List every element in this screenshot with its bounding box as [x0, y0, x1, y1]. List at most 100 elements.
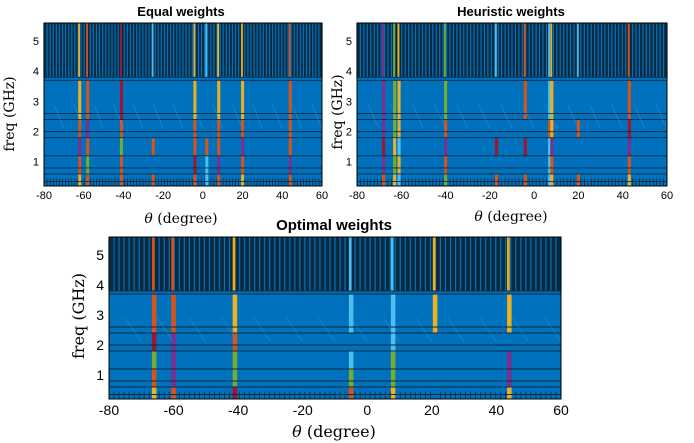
heatmap-stripe-cell	[548, 137, 552, 156]
heatmap-stripe-cell	[382, 137, 386, 156]
heatmap-stripe-upper	[205, 23, 208, 78]
texture-line	[272, 104, 283, 129]
x-tick-label: 20	[236, 190, 248, 202]
heatmap-stripe-cell	[523, 137, 527, 156]
heatmap-stripe-cell	[390, 294, 396, 333]
y-axis-label-equal: freq (GHz)	[2, 76, 18, 151]
texture-line	[389, 104, 402, 129]
heatmap-stripe-upper	[193, 23, 196, 78]
x-tick-label: 0	[531, 190, 537, 202]
heatmap-stripe-cell	[288, 173, 292, 186]
heatmap-stripe-cell	[444, 80, 448, 120]
plot-frame	[43, 22, 323, 187]
ticks-heuristic: -80 -60 -40 -20 0 20 40 60 1 2 3 4 5	[346, 36, 673, 202]
heatmap-stripe-cell	[151, 333, 157, 351]
texture-line	[318, 317, 336, 343]
heatmap-stripe-cell	[217, 173, 221, 186]
texture-line	[157, 317, 174, 343]
heatmap-stripe-cell	[119, 137, 123, 156]
heatmap-stripe-cell	[241, 137, 245, 156]
heatmap-stripe-cell	[171, 369, 176, 387]
y-axis-label-heuristic: freq (GHz)	[330, 74, 346, 149]
heatmap-stripe-cell	[494, 119, 499, 138]
x-tick-label: -60	[163, 402, 183, 418]
heatmap-stripe-cell	[444, 173, 448, 186]
texture-line	[567, 104, 579, 129]
x-axis-label-heuristic: θ (degree)	[474, 209, 547, 225]
heatmap-stripe-upper	[432, 237, 436, 291]
texture-line	[412, 104, 424, 129]
heatmap-stripe-cell	[397, 80, 401, 120]
y-tick-label: 5	[96, 247, 104, 263]
heatmap-stripe-cell	[548, 173, 552, 186]
texture-line	[254, 317, 271, 343]
heatmap-stripe-cell	[548, 155, 552, 174]
heatmap-stripe-cell	[288, 155, 292, 174]
texture-line	[172, 104, 184, 129]
texture-line	[434, 104, 446, 129]
x-axis-label-optimal: θ (degree)	[292, 422, 376, 441]
texture-line	[522, 104, 535, 129]
heatmap-stripe-cell	[523, 119, 527, 138]
x-tick-label: 20	[572, 190, 584, 202]
texture-line	[611, 104, 623, 129]
heatmap-stripe-cell	[523, 173, 527, 186]
texture-line	[655, 104, 668, 129]
heatmap-stripe-upper	[550, 23, 553, 78]
ticks-optimal: -80 -60 -40 -20 0 20 40 60 1 2 3 4 5	[96, 247, 569, 418]
heatmap-stripe-cell	[193, 80, 197, 120]
texture-line	[456, 104, 468, 129]
heatmap-stripe-cell	[151, 351, 157, 369]
heatmap-stripe-upper	[217, 23, 220, 78]
heatmap-stripe-cell	[119, 173, 123, 186]
x-tick-label: 40	[489, 402, 505, 418]
heatmap-stripe-cell	[390, 369, 396, 387]
heatmap-stripe-cell	[232, 369, 238, 387]
heatmap-stripe-cell	[193, 155, 197, 174]
heatmap-stripe-cell	[171, 351, 176, 369]
heatmap-stripe-cell	[494, 137, 499, 156]
heatmap-stripe-upper	[382, 23, 384, 78]
y-tick-label: 3	[96, 307, 104, 323]
texture-line	[367, 104, 380, 129]
heatmap-stripe-cell	[397, 155, 401, 174]
heatmap-stripe-cell	[393, 173, 397, 186]
y-tick-label: 2	[96, 337, 104, 353]
heatmap-stripe-cell	[507, 351, 512, 369]
heatmap-stripe-cell	[78, 173, 82, 186]
texture-line	[152, 104, 164, 129]
x-tick-label: -40	[438, 190, 454, 202]
texture-line	[113, 104, 124, 129]
heatmap-stripe-cell	[550, 155, 554, 174]
heatmap-stripe-cell	[382, 173, 386, 186]
heatmap-stripe-cell	[390, 387, 396, 399]
heatmap-stripe-upper	[523, 23, 526, 78]
heatmap-stripe-cell	[432, 387, 438, 399]
heatmap-stripe-cell	[86, 137, 90, 156]
x-tick-label: 40	[617, 190, 629, 202]
texture-line	[189, 317, 207, 343]
heatmap-stripe-cell	[151, 387, 157, 399]
heatmap-stripe-cell	[193, 137, 197, 156]
heatmap-stripe-cell	[241, 155, 245, 174]
heatmap-stripe-upper	[390, 237, 394, 291]
texture-line	[291, 104, 303, 129]
texture-line	[286, 317, 303, 343]
heatmap-stripe-upper	[444, 23, 446, 78]
heatmap-stripe-cell	[393, 119, 397, 138]
heatmap-stripe-cell	[382, 80, 386, 120]
heatmap-stripe-cell	[627, 80, 631, 120]
heatmap-stripe-cell	[432, 369, 438, 387]
heatmap-stripe-cell	[171, 333, 176, 351]
heatmap-stripe-cell	[576, 80, 580, 120]
heatmap-stripe-cell	[382, 119, 386, 138]
heatmap-stripe-upper	[548, 23, 550, 78]
plot-area-optimal	[108, 236, 562, 400]
heatmap-stripe-cell	[86, 119, 90, 138]
heatmap-stripe-cell	[397, 173, 401, 186]
heatmap-stripe-cell	[151, 80, 155, 120]
heatmap-stripe-cell	[348, 294, 354, 333]
heatmap-stripe-cell	[193, 119, 197, 138]
heatmap-stripe-cell	[348, 333, 354, 351]
heatmap-stripe-upper	[151, 23, 154, 78]
